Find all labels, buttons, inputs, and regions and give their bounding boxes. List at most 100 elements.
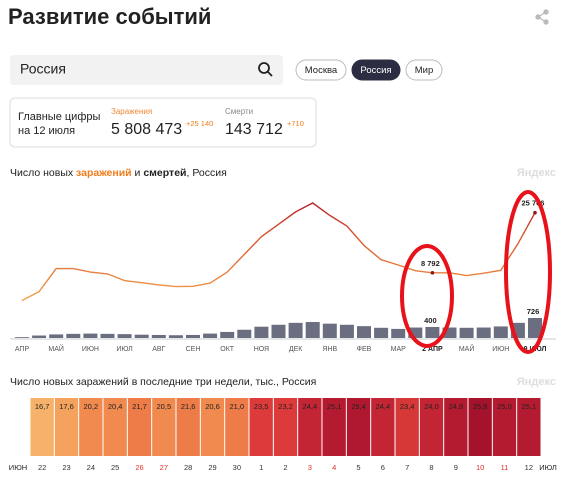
summary-line: Главные цифры <box>18 111 100 123</box>
x-tick-label: 11 <box>501 463 509 472</box>
data-label: 24,8 <box>449 402 464 411</box>
death-bar <box>459 327 474 338</box>
x-tick-label: 1 <box>259 463 263 472</box>
death-bar <box>493 326 508 338</box>
death-bar <box>374 327 389 338</box>
tab[interactable] <box>405 59 443 81</box>
title-part: заражений <box>76 167 132 179</box>
data-label: 24,4 <box>303 402 318 411</box>
title-part: Число новых <box>10 167 76 179</box>
x-tick-label: 23 <box>62 463 70 472</box>
death-bar <box>322 323 337 338</box>
chart-infections-deaths: АПР МАЙ ИЮН ИЮЛ АВГ СЕН ОКТ НОЯ ДЕК ЯНВ ФЕВ МАР 2 АП… <box>15 199 547 353</box>
tab-label: Россия <box>360 65 391 76</box>
x-end-label: ИЮЛ <box>539 463 557 472</box>
tabs: Москва Россия Мир <box>295 59 443 81</box>
x-tick-label: ДЕК <box>289 346 303 353</box>
page-title: Развитие событий <box>8 4 211 29</box>
search-icon[interactable] <box>258 62 273 77</box>
x-tick-label: 28 <box>184 463 192 472</box>
death-bar <box>237 329 252 338</box>
tab[interactable] <box>351 59 401 81</box>
infections-value: 5 808 473 <box>111 121 182 138</box>
x-tick-label: ОКТ <box>220 346 235 353</box>
day-bar <box>444 398 468 456</box>
day-bar <box>517 398 541 456</box>
highlight-circle <box>400 244 454 348</box>
death-bar <box>442 327 457 338</box>
data-label: 25,4 <box>351 402 366 411</box>
data-label: 17,6 <box>59 402 74 411</box>
data-label: 25,1 <box>327 402 342 411</box>
chart-three-weeks: 16,72217,62320,22420,42521,72620,52721,6… <box>30 398 541 472</box>
death-bar <box>117 334 132 338</box>
death-bar <box>391 328 406 338</box>
death-bar <box>49 334 64 338</box>
chart-title: Число новых заражений и смертей, Россия <box>10 167 227 179</box>
day-bar <box>371 398 395 456</box>
day-bar <box>225 398 249 456</box>
x-tick-label: ЯНВ <box>322 346 337 353</box>
data-label: 25,0 <box>497 402 512 411</box>
data-label: 16,7 <box>35 402 50 411</box>
tab[interactable] <box>295 59 347 81</box>
infections-label: Заражения <box>111 107 152 116</box>
x-tick-label: МАЙ <box>459 344 475 353</box>
death-bar <box>32 335 47 338</box>
data-label: 23,5 <box>254 402 269 411</box>
x-tick-label: НОЯ <box>254 346 269 353</box>
deaths-delta: +710 <box>287 119 304 128</box>
x-tick-label: МАЙ <box>48 344 64 353</box>
data-label: 20,5 <box>157 402 172 411</box>
x-tick-label: 6 <box>381 463 385 472</box>
x-tick-label: 3 <box>308 463 312 472</box>
x-tick-label: СЕН <box>186 346 201 353</box>
deaths-value: 143 712 <box>225 121 283 138</box>
tab-label: Москва <box>305 65 338 76</box>
day-bar <box>468 398 492 456</box>
death-bar <box>66 333 81 338</box>
x-tick-label: ИЮН <box>492 346 509 353</box>
x-tick-label: 10 <box>476 463 484 472</box>
title-part: и <box>132 167 144 179</box>
day-bar <box>395 398 419 456</box>
death-bar <box>425 326 440 338</box>
death-bar <box>186 334 200 338</box>
day-bar <box>176 398 200 456</box>
title-part: смертей <box>143 167 186 179</box>
data-label: 400 <box>424 316 437 325</box>
death-bar <box>271 324 286 338</box>
data-label: 21,7 <box>132 402 147 411</box>
x-tick-label: АПР <box>15 346 30 353</box>
share-icon[interactable] <box>535 9 549 25</box>
data-label: 25,1 <box>522 402 537 411</box>
data-label: 20,4 <box>108 402 123 411</box>
death-bar <box>288 322 303 338</box>
death-bar <box>220 331 235 338</box>
data-label: 23,4 <box>400 402 415 411</box>
x-tick-label: ИЮН <box>82 346 99 353</box>
day-bar <box>200 398 225 456</box>
data-label: 21,6 <box>181 402 196 411</box>
tab-label: Мир <box>415 65 434 76</box>
x-start-label: ИЮН <box>9 463 27 472</box>
x-tick-label: 24 <box>87 463 95 472</box>
x-tick-label: 27 <box>160 463 168 472</box>
x-tick-label: 7 <box>405 463 409 472</box>
search-box[interactable] <box>10 55 283 85</box>
data-label: 8 792 <box>421 259 440 268</box>
data-label: 21,0 <box>230 402 245 411</box>
chart-title: Число новых заражений в последние три не… <box>10 376 316 388</box>
death-bar <box>100 333 115 338</box>
death-bar <box>168 335 183 338</box>
day-bar <box>492 398 517 456</box>
death-bar <box>357 326 371 338</box>
x-tick-label: АВГ <box>152 346 165 353</box>
x-tick-label: 2 <box>283 463 287 472</box>
x-tick-label: 22 <box>38 463 46 472</box>
data-label: 24,0 <box>424 402 439 411</box>
highlight-circle <box>504 190 552 354</box>
day-bar <box>30 398 54 456</box>
